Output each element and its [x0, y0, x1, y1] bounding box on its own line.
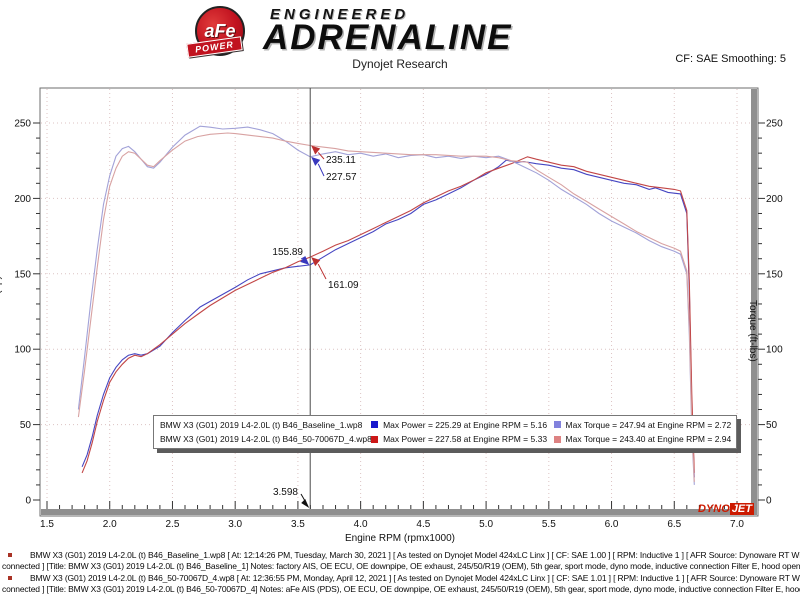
- max-power-baseline: Max Power = 225.29 at Engine RPM = 5.16: [383, 419, 548, 430]
- power-swatch-intake: [371, 435, 379, 443]
- torque-tick-label: 200: [766, 194, 783, 205]
- chart-title: Dynojet Research: [352, 57, 448, 71]
- x-tick-label: 5.5: [542, 519, 556, 530]
- legend-run-name: BMW X3 (G01) 2019 L4-2.0L (t) B46_Baseli…: [160, 419, 363, 430]
- x-tick-label: 6.5: [667, 519, 681, 530]
- run-details-intake: BMW X3 (G01) 2019 L4-2.0L (t) B46_50-700…: [0, 573, 800, 595]
- power-tick-label: 200: [14, 194, 31, 205]
- dynojet-logo: DYNO JET: [698, 503, 754, 516]
- x-tick-label: 6.0: [605, 519, 619, 530]
- torque-tick-label: 250: [766, 119, 783, 130]
- run-details-footer: BMW X3 (G01) 2019 L4-2.0L (t) B46_Baseli…: [0, 550, 800, 596]
- max-torque-baseline: Max Torque = 247.94 at Engine RPM = 2.72: [565, 419, 732, 430]
- torque-swatch-baseline: [553, 421, 561, 429]
- x-tick-label: 2.0: [103, 519, 117, 530]
- power-tick-label: 150: [14, 269, 31, 280]
- callout-line: [300, 256, 306, 260]
- baseline_power-curve: [81, 159, 695, 478]
- plot-border: [39, 87, 759, 517]
- callout-value: 227.57: [326, 172, 357, 183]
- run-details-line: connected ] [Title: BMW X3 (G01) 2019 L4…: [2, 561, 800, 571]
- right-axis-title: Torque (ft-lbs): [747, 300, 758, 362]
- x-tick-label: 1.5: [40, 519, 54, 530]
- left-axis-title: Power (hp): [0, 276, 3, 325]
- engineered-wordmark: ENGINEERED: [270, 6, 410, 23]
- run-details-line: connected ] [Title: BMW X3 (G01) 2019 L4…: [2, 584, 800, 594]
- x-tick-label: 4.0: [354, 519, 368, 530]
- brand-header: aFe POWER ENGINEERED ADRENALINE: [185, 4, 605, 58]
- callout-arrow: [311, 257, 321, 267]
- run-bullet-icon: [8, 576, 12, 580]
- callout-line: [317, 152, 325, 160]
- x-axis-title: Engine RPM (rpmx1000): [344, 533, 456, 544]
- x-tick-label: 4.5: [416, 519, 430, 530]
- adrenaline-wordmark: ADRENALINE: [263, 18, 513, 57]
- run-bullet-icon: [8, 553, 12, 557]
- dynojet-logo-dyno: DYNO: [698, 503, 730, 515]
- legend-box: BMW X3 (G01) 2019 L4-2.0L (t) B46_Baseli…: [153, 415, 737, 449]
- legend-row-intake: BMW X3 (G01) 2019 L4-2.0L (t) B46_50-700…: [154, 433, 736, 446]
- power-tick-label: 50: [20, 420, 32, 431]
- cursor-rpm-label: 3.598: [273, 487, 298, 498]
- callout-line: [317, 263, 327, 280]
- dynojet-logo-jet: JET: [729, 503, 754, 515]
- x-tick-label: 3.5: [291, 519, 305, 530]
- afe-logo-text: aFe: [204, 20, 236, 41]
- run-details-baseline: BMW X3 (G01) 2019 L4-2.0L (t) B46_Baseli…: [0, 550, 800, 572]
- vertical-scrollbar[interactable]: [751, 89, 757, 509]
- torque-tick-label: 100: [766, 345, 783, 356]
- max-torque-intake: Max Torque = 243.40 at Engine RPM = 2.94: [565, 434, 732, 445]
- legend-row-baseline: BMW X3 (G01) 2019 L4-2.0L (t) B46_Baseli…: [154, 418, 736, 431]
- callout-value: 155.89: [272, 247, 303, 258]
- run-details-line: BMW X3 (G01) 2019 L4-2.0L (t) B46_50-700…: [30, 573, 800, 583]
- run-details-line: BMW X3 (G01) 2019 L4-2.0L (t) B46_Baseli…: [30, 550, 800, 560]
- power-swatch-baseline: [371, 421, 379, 429]
- x-tick-label: 5.0: [479, 519, 493, 530]
- torque-tick-label: 150: [766, 269, 783, 280]
- torque-tick-label: 0: [766, 496, 772, 507]
- intake_power-curve: [81, 156, 695, 474]
- x-tick-label: 2.5: [166, 519, 180, 530]
- callout-arrow: [311, 156, 321, 166]
- callout-value: 161.09: [328, 280, 359, 291]
- power-tick-label: 100: [14, 345, 31, 356]
- x-tick-label: 3.0: [228, 519, 242, 530]
- power-tick-label: 0: [25, 496, 31, 507]
- callout-arrow: [311, 145, 321, 155]
- callout-line: [317, 163, 325, 177]
- torque-tick-label: 50: [766, 420, 778, 431]
- legend-run-name: BMW X3 (G01) 2019 L4-2.0L (t) B46_50-700…: [160, 434, 372, 445]
- power-tick-label: 250: [14, 119, 31, 130]
- max-power-intake: Max Power = 227.58 at Engine RPM = 5.33: [383, 434, 548, 445]
- horizontal-scrollbar[interactable]: [41, 509, 757, 515]
- callout-arrow: [300, 255, 310, 265]
- x-tick-label: 7.0: [730, 519, 744, 530]
- callout-value: 235.11: [326, 155, 356, 166]
- torque-swatch-intake: [553, 435, 561, 443]
- correction-factor-label: CF: SAE Smoothing: 5: [675, 53, 786, 65]
- cursor-arrow-head: [301, 499, 310, 508]
- intake_torque-curve: [77, 132, 695, 482]
